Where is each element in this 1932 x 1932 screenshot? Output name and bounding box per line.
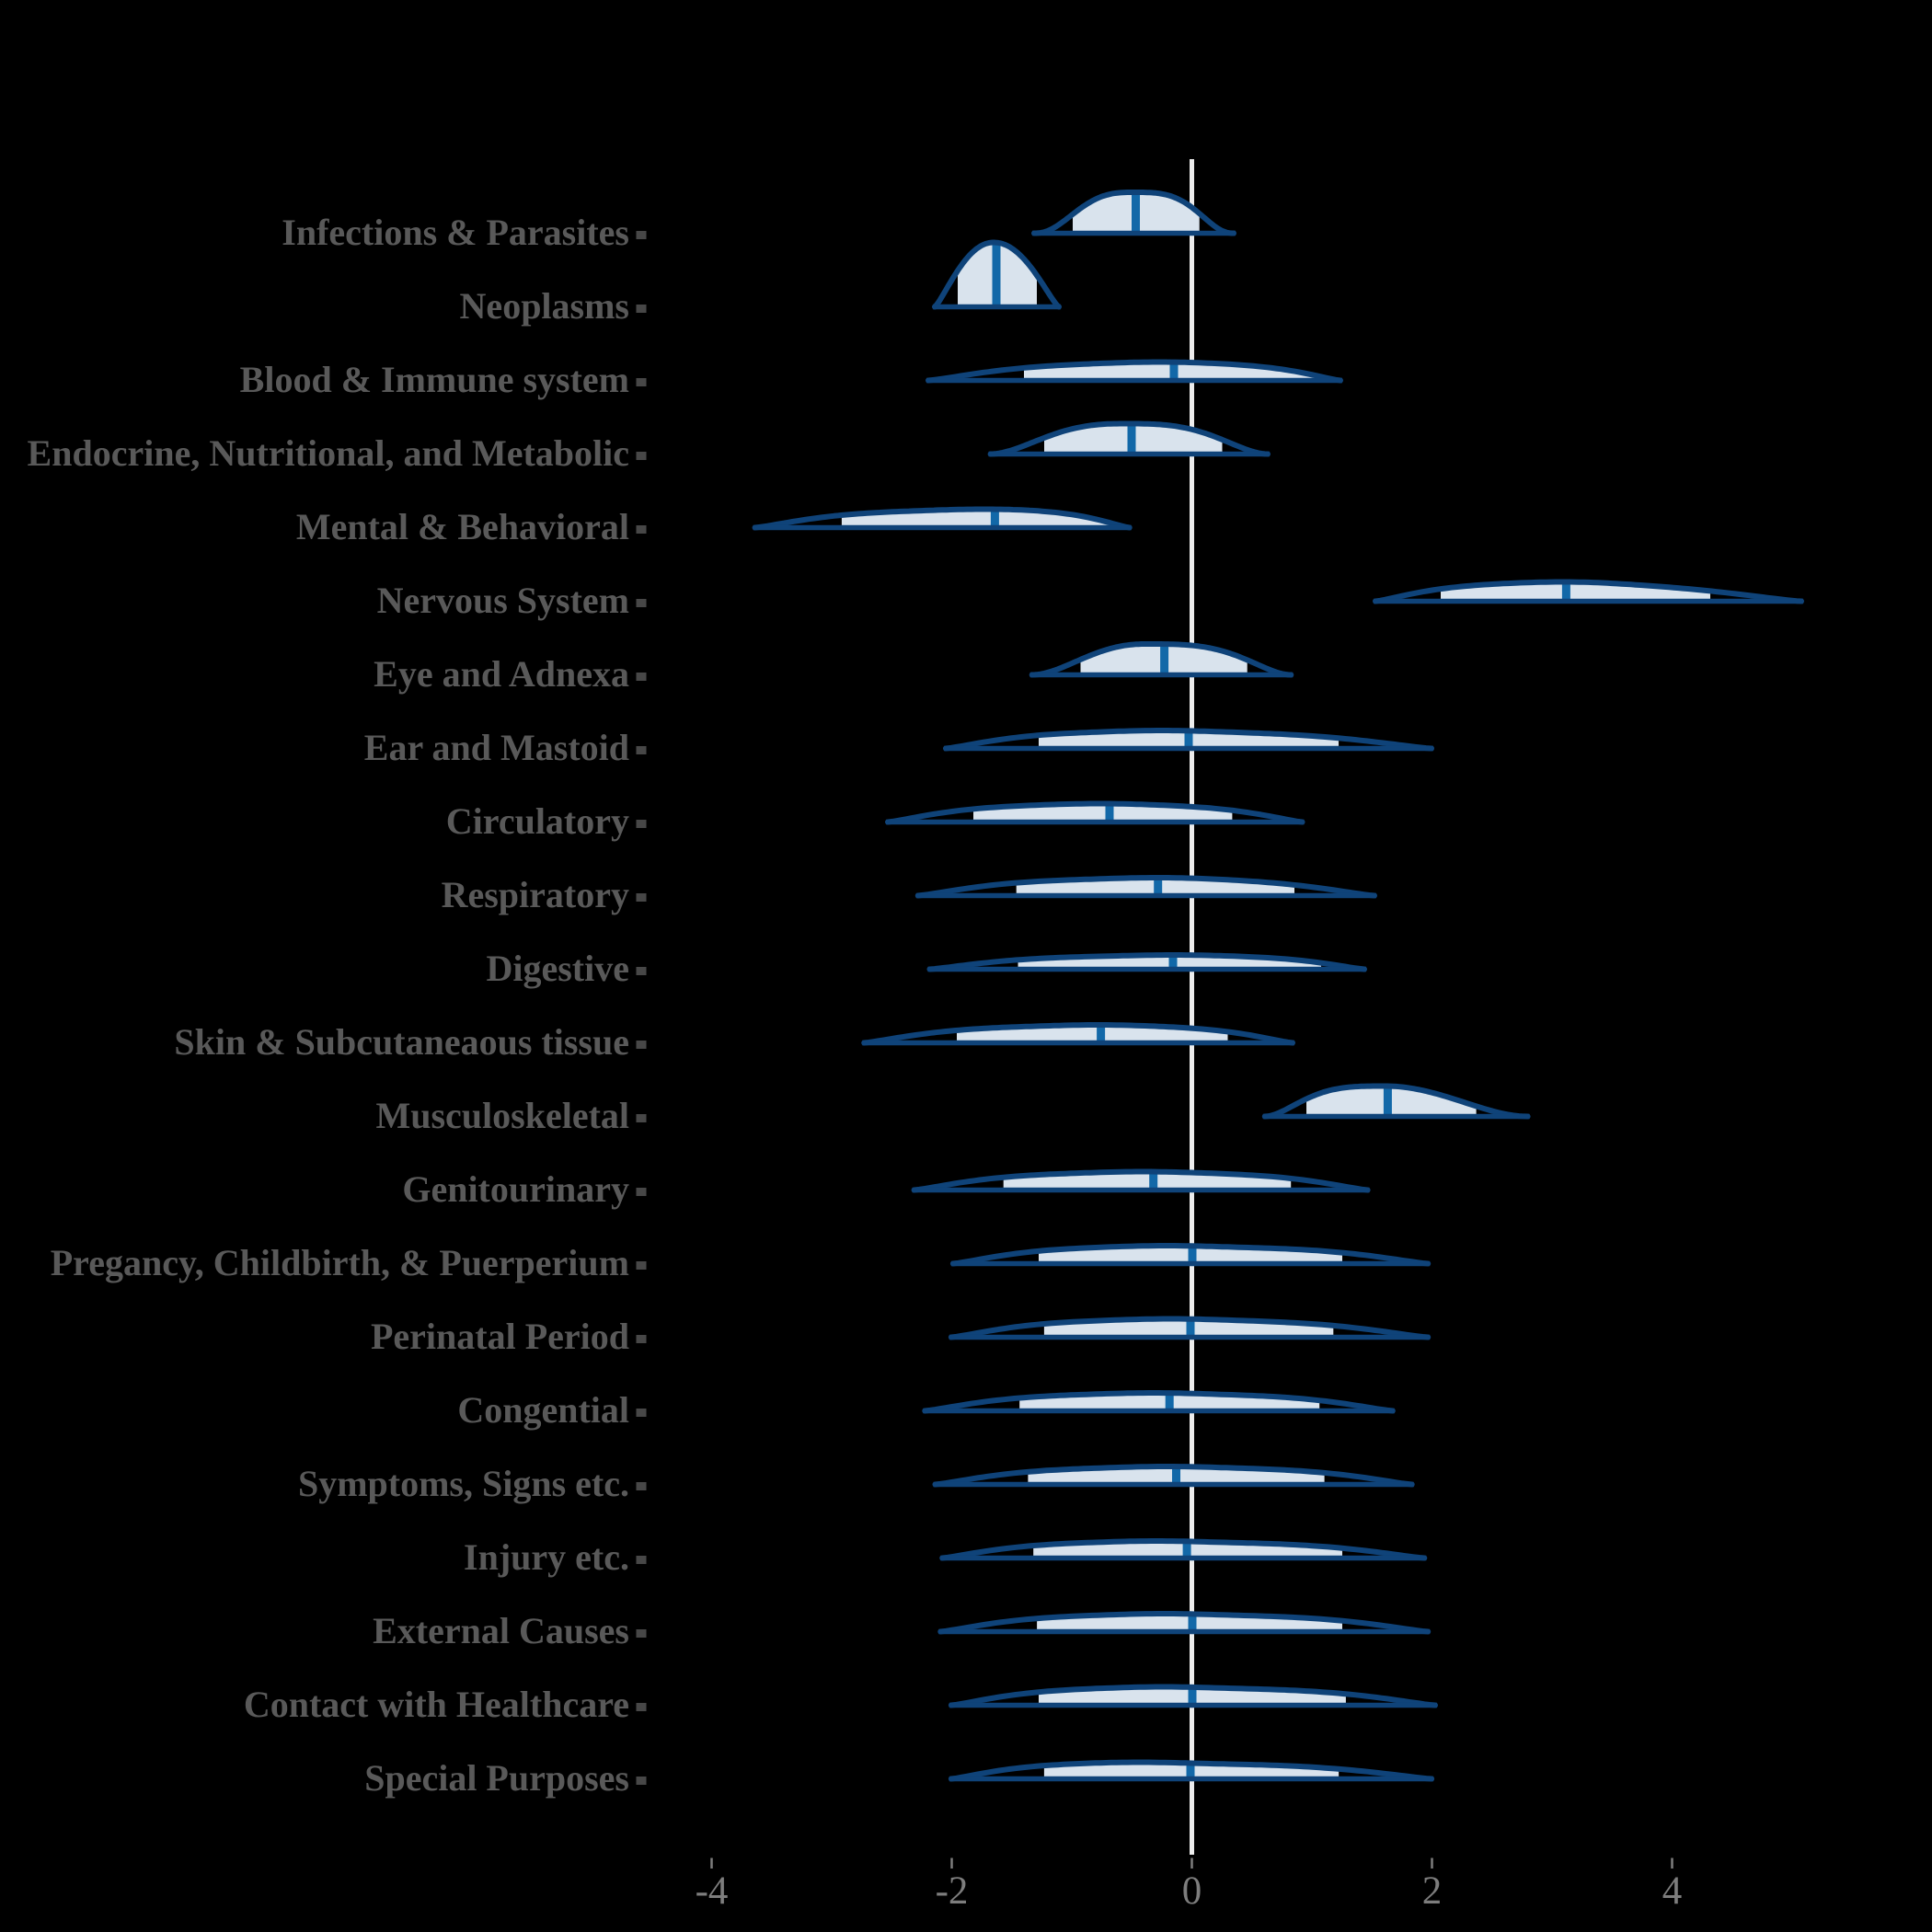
svg-text:Pregancy, Childbirth, & Puerpe: Pregancy, Childbirth, & Puerperium: [51, 1242, 629, 1283]
svg-text:External Causes: External Causes: [373, 1610, 629, 1651]
svg-text:0: 0: [1182, 1869, 1202, 1913]
svg-text:Nervous System: Nervous System: [377, 580, 629, 621]
svg-text:4: 4: [1662, 1869, 1683, 1913]
svg-text:Respiratory: Respiratory: [442, 874, 629, 915]
svg-text:Ear and Mastoid: Ear and Mastoid: [364, 727, 629, 768]
svg-text:Eye and Adnexa: Eye and Adnexa: [374, 653, 629, 695]
svg-text:Contact with Healthcare: Contact with Healthcare: [244, 1684, 629, 1725]
svg-text:Injury etc.: Injury etc.: [464, 1536, 629, 1578]
svg-text:-4: -4: [696, 1869, 729, 1913]
svg-text:Digestive: Digestive: [486, 948, 629, 989]
svg-text:Blood & Immune system: Blood & Immune system: [240, 359, 629, 400]
svg-text:Special Purposes: Special Purposes: [364, 1757, 629, 1799]
svg-text:Infections & Parasites: Infections & Parasites: [282, 212, 629, 253]
svg-text:Circulatory: Circulatory: [446, 800, 629, 842]
svg-text:Mental & Behavioral: Mental & Behavioral: [296, 506, 629, 547]
svg-text:Endocrine, Nutritional, and Me: Endocrine, Nutritional, and Metabolic: [28, 432, 629, 474]
svg-text:Neoplasms: Neoplasms: [460, 285, 629, 327]
svg-text:Symptoms, Signs etc.: Symptoms, Signs etc.: [298, 1463, 629, 1504]
svg-text:Genitourinary: Genitourinary: [402, 1168, 629, 1210]
svg-text:Skin & Subcutaneaous tissue: Skin & Subcutaneaous tissue: [174, 1021, 629, 1063]
svg-text:Perinatal Period: Perinatal Period: [371, 1316, 629, 1357]
svg-text:2: 2: [1422, 1869, 1443, 1913]
svg-text:Congential: Congential: [457, 1389, 629, 1431]
svg-text:-2: -2: [936, 1869, 969, 1913]
svg-text:Musculoskeletal: Musculoskeletal: [375, 1095, 629, 1136]
